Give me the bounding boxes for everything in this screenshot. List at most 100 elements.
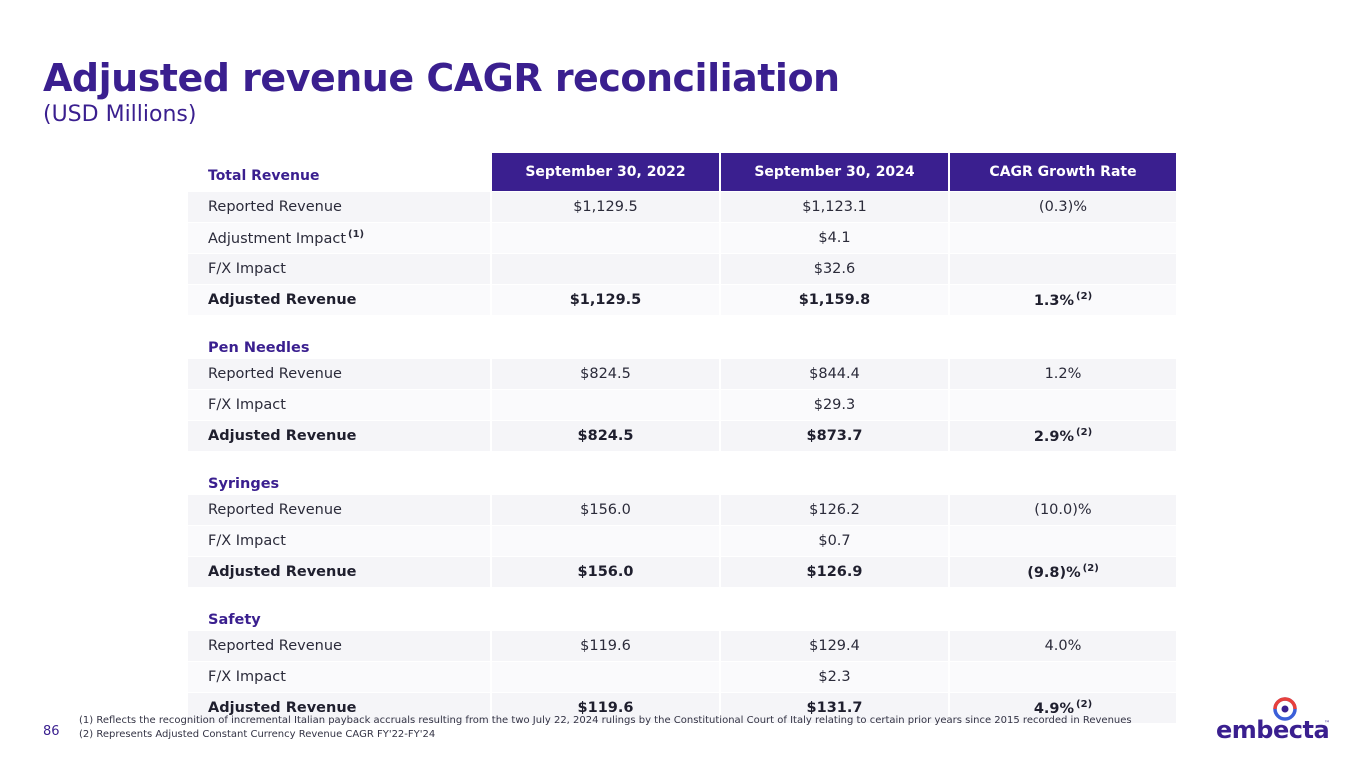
cell-value: $2.3 <box>818 669 851 685</box>
table-row: Adjustment Impact (1) $4.1 <box>188 222 1178 254</box>
cell-value: $32.6 <box>813 261 856 277</box>
cell-value: $844.4 <box>809 366 860 382</box>
section-empty-cell <box>491 315 721 359</box>
section-row-pen-needles: Pen Needles <box>188 315 1178 359</box>
cell-fy22: $824.5 <box>491 420 721 452</box>
cell-fy24: $131.7 <box>720 692 950 724</box>
row-label-text: Reported Revenue <box>208 199 342 215</box>
cell-value: (10.0)% <box>1034 502 1092 518</box>
cell-cagr <box>949 389 1178 421</box>
cell-cagr: (10.0)% <box>949 494 1178 526</box>
logo-trademark: ™ <box>1324 720 1330 727</box>
cell-value: $131.7 <box>806 700 863 716</box>
cell-cagr <box>949 661 1178 693</box>
table-row: Reported Revenue $119.6 $129.4 4.0% <box>188 630 1178 662</box>
footnote-ref: (2) <box>1082 563 1099 574</box>
page-number: 86 <box>43 724 60 739</box>
section-empty-cell <box>491 587 721 631</box>
cell-fy22 <box>491 661 721 693</box>
cell-fy22: $824.5 <box>491 358 721 390</box>
cell-value: $126.2 <box>809 502 860 518</box>
section-title: Pen Needles <box>188 315 492 359</box>
row-label: Adjusted Revenue <box>188 692 492 724</box>
row-label: Adjusted Revenue <box>188 420 492 452</box>
cell-cagr: 1.3% (2) <box>949 284 1178 316</box>
row-label-text: Adjusted Revenue <box>208 428 357 444</box>
table-row: F/X Impact $0.7 <box>188 525 1178 557</box>
page-title: Adjusted revenue CAGR reconciliation <box>43 56 840 100</box>
row-label: Adjusted Revenue <box>188 556 492 588</box>
cell-value: $156.0 <box>580 502 631 518</box>
row-label-text: Adjusted Revenue <box>208 700 357 716</box>
row-label: Reported Revenue <box>188 191 492 223</box>
row-label-text: Reported Revenue <box>208 366 342 382</box>
cell-fy24: $126.9 <box>720 556 950 588</box>
header-section-total-revenue: Total Revenue <box>188 153 492 192</box>
row-label-text: Adjusted Revenue <box>208 564 357 580</box>
section-empty-cell <box>720 315 950 359</box>
row-label-text: F/X Impact <box>208 397 286 413</box>
header-sep-2024: September 30, 2024 <box>720 153 950 192</box>
section-empty-cell <box>491 451 721 495</box>
cell-value: $1,159.8 <box>798 292 871 308</box>
row-label-text: Adjustment Impact <box>208 231 347 247</box>
reconciliation-table: Total Revenue September 30, 2022 Septemb… <box>188 153 1178 724</box>
section-empty-cell <box>949 587 1178 631</box>
cell-cagr: 4.9% (2) <box>949 692 1178 724</box>
table-row: Adjusted Revenue $156.0 $126.9 (9.8)% (2) <box>188 556 1178 588</box>
cell-fy22: $1,129.5 <box>491 284 721 316</box>
cell-fy22 <box>491 389 721 421</box>
cell-fy24: $1,123.1 <box>720 191 950 223</box>
row-label-text: Adjusted Revenue <box>208 292 357 308</box>
cell-cagr: (0.3)% <box>949 191 1178 223</box>
cell-fy22: $1,129.5 <box>491 191 721 223</box>
header-cagr: CAGR Growth Rate <box>949 153 1178 192</box>
footnotes: (1) Reflects the recognition of incremen… <box>79 714 1132 742</box>
row-label-text: F/X Impact <box>208 533 286 549</box>
section-empty-cell <box>949 315 1178 359</box>
row-label: Reported Revenue <box>188 358 492 390</box>
embecta-logo-mark-icon <box>1273 697 1297 721</box>
footnote-ref: (2) <box>1076 291 1093 302</box>
cell-fy22: $119.6 <box>491 692 721 724</box>
cell-cagr: 2.9% (2) <box>949 420 1178 452</box>
cell-value: $873.7 <box>806 428 863 444</box>
logo-wordmark: embecta <box>1216 716 1330 744</box>
cell-value: $29.3 <box>813 397 856 413</box>
row-label-text: F/X Impact <box>208 669 286 685</box>
cell-value: $1,129.5 <box>569 292 642 308</box>
cell-fy24: $873.7 <box>720 420 950 452</box>
section-row-safety: Safety <box>188 587 1178 631</box>
cell-fy24: $129.4 <box>720 630 950 662</box>
cell-fy24: $29.3 <box>720 389 950 421</box>
table-header-row: Total Revenue September 30, 2022 Septemb… <box>188 153 1178 192</box>
row-label-text: Reported Revenue <box>208 502 342 518</box>
cell-value: $824.5 <box>577 428 634 444</box>
cell-cagr: 4.0% <box>949 630 1178 662</box>
row-label: F/X Impact <box>188 661 492 693</box>
cell-cagr: (9.8)% (2) <box>949 556 1178 588</box>
table-row: Reported Revenue $824.5 $844.4 1.2% <box>188 358 1178 390</box>
section-empty-cell <box>720 587 950 631</box>
cell-cagr <box>949 222 1178 254</box>
cell-value: 1.2% <box>1044 366 1082 382</box>
footnote-ref: (1) <box>348 229 365 240</box>
table-row: Reported Revenue $1,129.5 $1,123.1 (0.3)% <box>188 191 1178 223</box>
section-empty-cell <box>720 451 950 495</box>
table-row: Adjusted Revenue $824.5 $873.7 2.9% (2) <box>188 420 1178 452</box>
cell-value: $824.5 <box>580 366 631 382</box>
table-row: Adjusted Revenue $1,129.5 $1,159.8 1.3% (2) <box>188 284 1178 316</box>
cell-fy22: $156.0 <box>491 556 721 588</box>
cell-fy22: $119.6 <box>491 630 721 662</box>
cell-fy24: $0.7 <box>720 525 950 557</box>
cell-value: $4.1 <box>818 230 851 246</box>
cell-value: 1.3% <box>1033 293 1075 309</box>
cell-fy24: $844.4 <box>720 358 950 390</box>
cell-fy24: $2.3 <box>720 661 950 693</box>
cell-value: $156.0 <box>577 564 634 580</box>
cell-value: 4.0% <box>1044 638 1082 654</box>
cell-fy24: $1,159.8 <box>720 284 950 316</box>
embecta-logo: embecta ™ <box>1216 696 1332 744</box>
cell-value: $1,129.5 <box>573 199 638 215</box>
footnote-ref: (2) <box>1076 699 1093 710</box>
